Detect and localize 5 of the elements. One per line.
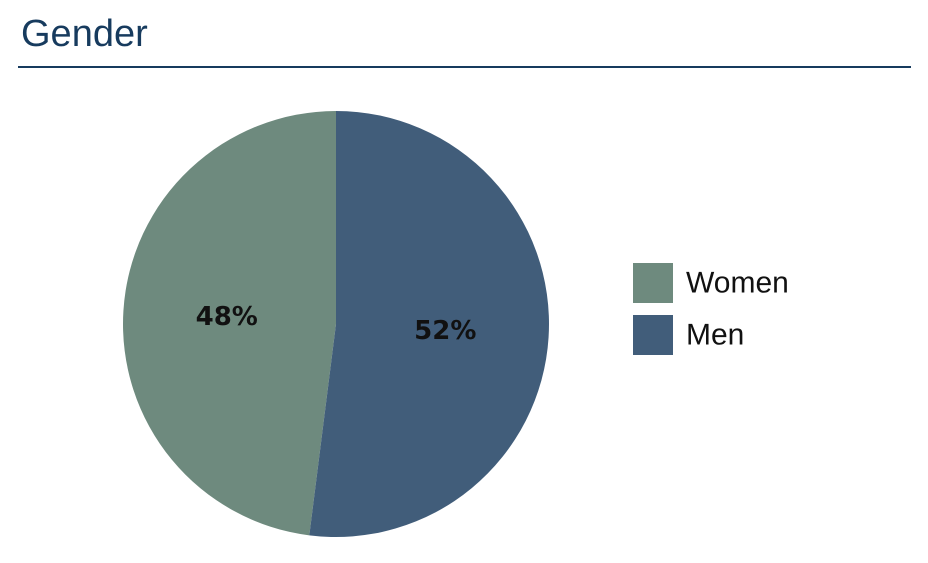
legend-label: Women bbox=[686, 266, 789, 300]
chart-title: Gender bbox=[21, 13, 148, 55]
data-label: 52% bbox=[414, 316, 476, 346]
legend-label: Men bbox=[686, 318, 744, 352]
data-label: 48% bbox=[196, 302, 258, 332]
